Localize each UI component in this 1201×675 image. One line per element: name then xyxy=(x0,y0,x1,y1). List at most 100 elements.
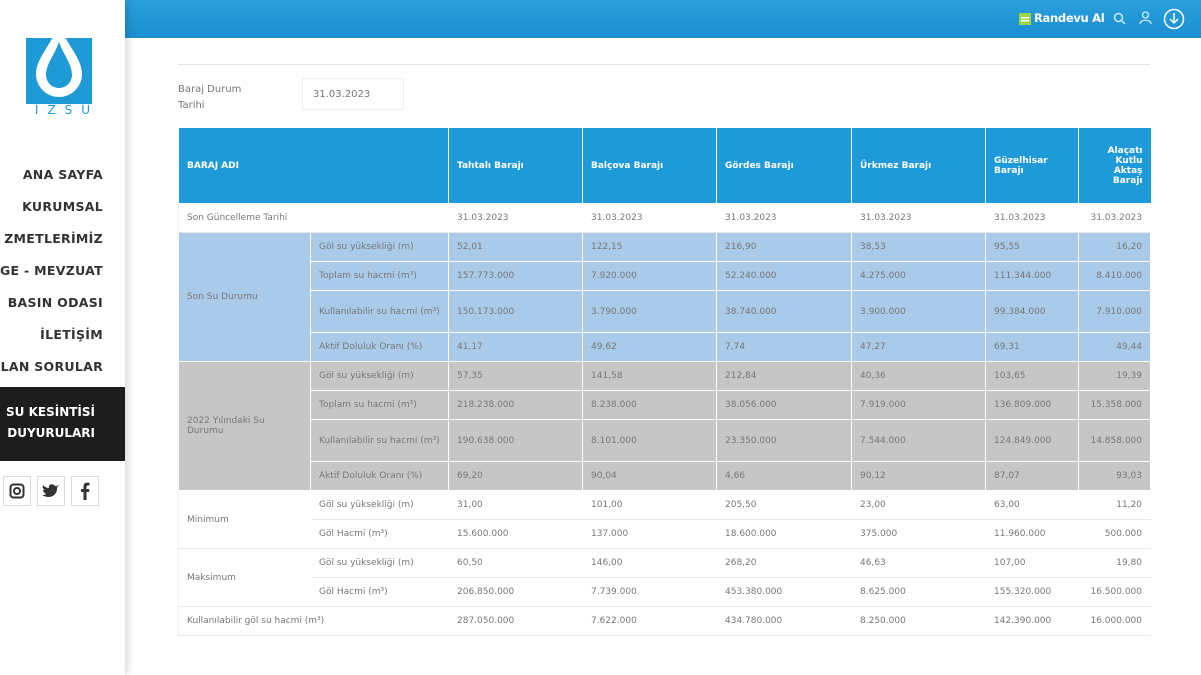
table-row: 2022 Yılındaki Su Durumu Göl su yüksekliğ… xyxy=(178,361,1151,491)
row-label: Kullanılabilir göl su hacmi (m³) xyxy=(178,606,449,636)
table-row: Son Su Durumu Göl su yüksekliği (m) 52,01 1… xyxy=(178,232,1151,362)
dam-name: Ürkmez Barajı xyxy=(851,128,986,204)
table-row: Göl Hacmi (m³) 206.850.000 7.739.000 453.38… xyxy=(178,577,1151,607)
cell: 31.03.2023 xyxy=(1078,203,1151,233)
table-row: Toplam su hacmi (m³) 218.238.000 8.238.000… xyxy=(178,390,1151,420)
menu-item[interactable]: GE - MEVZUAT xyxy=(0,263,103,278)
outage-text: DUYURULARI xyxy=(7,426,95,440)
cell: 101,00 xyxy=(582,490,717,520)
cell: 23,00 xyxy=(851,490,986,520)
cell: 38.740.000 xyxy=(716,290,852,333)
cell: 15.600.000 xyxy=(448,519,583,549)
instagram[interactable] xyxy=(3,476,31,506)
cell: 111.344.000 xyxy=(985,261,1079,291)
menu-item[interactable]: İLETİŞİM xyxy=(40,327,103,342)
cell: 16.500.000 xyxy=(1078,577,1151,607)
cell: 38.056.000 xyxy=(716,390,852,420)
cell: 19,39 xyxy=(1078,361,1151,391)
row-label: Göl Hacmi (m³) xyxy=(310,519,449,549)
date-input[interactable]: 31.03.2023 xyxy=(302,78,404,110)
calendar-icon xyxy=(1019,13,1031,25)
menu-item[interactable]: BASIN ODASI xyxy=(7,295,103,310)
cell: 7.910.000 xyxy=(1078,290,1151,333)
social-links xyxy=(3,476,99,506)
cell: 216,90 xyxy=(716,232,852,262)
cell: 16,20 xyxy=(1078,232,1151,262)
cell: 41,17 xyxy=(448,332,583,362)
cell: 7,74 xyxy=(716,332,852,362)
cell: 137.000 xyxy=(582,519,717,549)
group-label: Maksimum xyxy=(178,548,311,607)
cell: 206.850.000 xyxy=(448,577,583,607)
cell: 46,63 xyxy=(851,548,986,578)
cell: 14.858.000 xyxy=(1078,419,1151,462)
cell: 18.600.000 xyxy=(716,519,852,549)
cell: 11,20 xyxy=(1078,490,1151,520)
cell: 434.780.000 xyxy=(716,606,852,636)
row-label: Göl su yüksekliği (m) xyxy=(310,361,449,391)
menu-item[interactable]: ZMETLERİMİZ xyxy=(4,231,103,246)
facebook[interactable] xyxy=(71,476,99,506)
cell: 7.920.000 xyxy=(582,261,717,291)
row-label: Göl Hacmi (m³) xyxy=(310,577,449,607)
row-label: Aktif Doluluk Oranı (%) xyxy=(310,332,449,362)
cell: 4.275.000 xyxy=(851,261,986,291)
cell: 8.101.000 xyxy=(582,419,717,462)
user-icon[interactable] xyxy=(1139,11,1152,25)
cell: 15.358.000 xyxy=(1078,390,1151,420)
header-cell: BARAJ ADI xyxy=(178,128,449,204)
cell: 60,50 xyxy=(448,548,583,578)
cell: 287.050.000 xyxy=(448,606,583,636)
top-bar: Randevu Al xyxy=(125,0,1201,38)
cell: 23.350.000 xyxy=(716,419,852,462)
cell: 3.900.000 xyxy=(851,290,986,333)
cell: 31.03.2023 xyxy=(582,203,717,233)
menu-item[interactable]: ANA SAYFA xyxy=(22,167,103,182)
table-row: Aktif Doluluk Oranı (%) 69,20 90,04 4,66 90,… xyxy=(178,461,1151,491)
group-label: 2022 Yılındaki Su Durumu xyxy=(178,361,311,491)
table-body: BARAJ ADI Tahtalı Barajı Balçova Barajı Gör… xyxy=(178,128,1151,636)
cell: 7.544.000 xyxy=(851,419,986,462)
row-label: Aktif Doluluk Oranı (%) xyxy=(310,461,449,491)
cell: 7.919.000 xyxy=(851,390,986,420)
cell: 141,58 xyxy=(582,361,717,391)
cell: 19,80 xyxy=(1078,548,1151,578)
sidebar: İZSU ANA SAYFA KURUMSAL ZMETLERİMİZ GE - ME… xyxy=(0,0,125,675)
cell: 500.000 xyxy=(1078,519,1151,549)
row-label: Kullanılabilir su hacmi (m³) xyxy=(310,290,449,333)
cell: 31.03.2023 xyxy=(716,203,852,233)
search-icon[interactable] xyxy=(1113,12,1126,25)
cell: 16.000.000 xyxy=(1078,606,1151,636)
cell: 212,84 xyxy=(716,361,852,391)
cell: 190.638.000 xyxy=(448,419,583,462)
table-row: Son Güncelleme Tarihi 31.03.2023 31.03.202… xyxy=(178,203,1151,233)
cell: 157.773.000 xyxy=(448,261,583,291)
appointment-link[interactable]: Randevu Al xyxy=(1034,11,1105,25)
cell: 11.960.000 xyxy=(985,519,1079,549)
cell: 90,04 xyxy=(582,461,717,491)
twitter[interactable] xyxy=(37,476,65,506)
cell: 122,15 xyxy=(582,232,717,262)
cell: 8.410.000 xyxy=(1078,261,1151,291)
download-icon[interactable] xyxy=(1163,8,1185,30)
cell: 268,20 xyxy=(716,548,852,578)
cell: 142.390.000 xyxy=(985,606,1079,636)
menu-item[interactable]: KURUMSAL xyxy=(22,199,103,214)
dam-table: BARAJ ADI Tahtalı Barajı Balçova Barajı Gör… xyxy=(178,128,1151,636)
row-label: Son Güncelleme Tarihi xyxy=(178,203,449,233)
cell: 57,35 xyxy=(448,361,583,391)
cell: 63,00 xyxy=(985,490,1079,520)
cell: 3.790.000 xyxy=(582,290,717,333)
cell: 4,66 xyxy=(716,461,852,491)
table-row: Maksimum Göl su yüksekliği (m) 60,50 146,00… xyxy=(178,548,1151,607)
cell: 218.238.000 xyxy=(448,390,583,420)
menu-item[interactable]: LAN SORULAR xyxy=(0,359,103,374)
logo[interactable] xyxy=(22,20,96,120)
cell: 47,27 xyxy=(851,332,986,362)
date-label: Baraj Durum Tarihi xyxy=(178,84,242,111)
dam-name: Alaçatı Kutlu Aktaş Barajı xyxy=(1078,128,1151,204)
outage-link[interactable]: SU KESİNTİSİ DUYURULARI xyxy=(0,387,125,461)
outage-text: SU KESİNTİSİ xyxy=(6,405,95,419)
cell: 31,00 xyxy=(448,490,583,520)
